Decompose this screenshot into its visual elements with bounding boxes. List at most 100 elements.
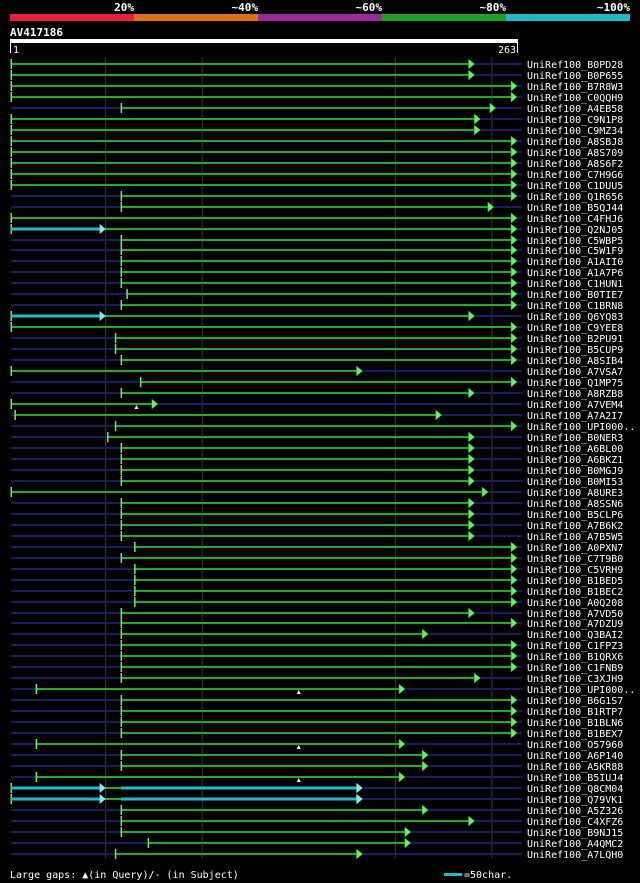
hit-start-mark	[120, 103, 123, 113]
hit-end-arrow	[510, 223, 518, 235]
hit-label[interactable]: UniRef100_A1AII0	[527, 257, 623, 268]
hit-label[interactable]: UniRef100_A0PXN7	[527, 543, 623, 554]
hit-label[interactable]: UniRef100_B9NJ15	[527, 828, 623, 839]
hit-row: UniRef100_C5WBP5	[11, 234, 623, 247]
hit-start-mark	[114, 421, 117, 431]
hit-label[interactable]: UniRef100_C1FNB9	[527, 663, 623, 674]
hit-label[interactable]: UniRef100_A6P140	[527, 751, 623, 762]
hit-label[interactable]: UniRef100_B7R8W3	[527, 82, 623, 93]
hit-label[interactable]: UniRef100_C7T9B0	[527, 554, 623, 565]
hit-start-mark	[120, 695, 123, 705]
hit-label[interactable]: UniRef100_B1BED5	[527, 576, 623, 587]
hit-end-arrow	[510, 91, 518, 103]
hit-label[interactable]: UniRef100_B6G1S7	[527, 696, 623, 707]
hit-label[interactable]: UniRef100_Q2NJ05	[527, 225, 623, 236]
hit-row: UniRef100_A5Z326	[11, 804, 623, 817]
hit-row: UniRef100_A7VD50	[11, 607, 623, 620]
hit-row: UniRef100_A6BKZ1	[11, 453, 623, 466]
hit-row: UniRef100_B0PD28	[10, 58, 623, 71]
hit-end-arrow	[468, 431, 475, 443]
hit-label[interactable]: UniRef100_C9MZ34	[527, 126, 623, 137]
hit-label[interactable]: UniRef100_Q1MP75	[527, 378, 623, 389]
hit-label[interactable]: UniRef100_A6BL00	[527, 444, 623, 455]
hit-label[interactable]: UniRef100_C9N1P8	[527, 115, 623, 126]
hit-label[interactable]: UniRef100_C1FPZ3	[527, 641, 623, 652]
hit-label[interactable]: UniRef100_C1BRN8	[527, 301, 623, 312]
hit-label[interactable]: UniRef100_Q1R656	[527, 192, 623, 203]
large-gaps-legend: Large gaps: ▲(in Query)/- (in Subject)	[10, 870, 239, 881]
hit-label[interactable]: UniRef100_A6BKZ1	[527, 455, 623, 466]
query-segment-arrow	[99, 224, 106, 234]
hit-label[interactable]: UniRef100_C9YEE8	[527, 323, 623, 334]
hit-label[interactable]: UniRef100_B0P655	[527, 71, 623, 82]
hit-label[interactable]: UniRef100_B5CUP9	[527, 345, 623, 356]
hit-start-mark	[114, 344, 117, 354]
hit-end-arrow	[510, 179, 518, 191]
hit-start-mark	[120, 388, 123, 398]
hit-start-mark	[10, 366, 12, 376]
hit-label[interactable]: UniRef100_A5KR88	[527, 762, 623, 773]
hit-label[interactable]: UniRef100_A7VSA7	[527, 367, 623, 378]
hit-label[interactable]: UniRef100_A8SIB4	[527, 356, 623, 367]
hit-label[interactable]: UniRef100_A4QMC2	[527, 839, 623, 850]
hit-label[interactable]: UniRef100_Q3BAI2	[527, 630, 623, 641]
hit-label[interactable]: UniRef100_UPI000..	[527, 422, 635, 433]
hit-label[interactable]: UniRef100_B5QJ44	[527, 203, 623, 214]
hit-label[interactable]: UniRef100_A8S709	[527, 148, 623, 159]
hit-label[interactable]: UniRef100_A0Q208	[527, 598, 623, 609]
hit-end-arrow	[421, 749, 429, 761]
hit-label[interactable]: UniRef100_B2PU91	[527, 334, 623, 345]
hit-label[interactable]: UniRef100_UPI000..	[527, 685, 635, 696]
hit-label[interactable]: UniRef100_Q6YQ83	[527, 312, 623, 323]
hit-label[interactable]: UniRef100_B1QRX6	[527, 652, 623, 663]
hit-label[interactable]: UniRef100_B0TIE7	[527, 290, 623, 301]
hit-label[interactable]: UniRef100_C0QQH9	[527, 93, 623, 104]
hit-label[interactable]: UniRef100_A8URE3	[527, 488, 623, 499]
hit-label[interactable]: UniRef100_C4FHJ6	[527, 214, 623, 225]
hit-end-arrow	[510, 585, 518, 597]
hit-label[interactable]: UniRef100_A7A2I7	[527, 411, 623, 422]
query-name: AV417186	[10, 26, 63, 39]
hit-label[interactable]: UniRef100_B1RTP7	[527, 707, 623, 718]
hit-label[interactable]: UniRef100_B0MI53	[527, 477, 623, 488]
hit-end-arrow	[510, 157, 518, 169]
hit-row: UniRef100_A8S709	[10, 146, 623, 159]
hit-end-arrow	[474, 124, 481, 136]
hit-label[interactable]: UniRef100_B5IUJ4	[527, 773, 623, 784]
hit-label[interactable]: UniRef100_A4EB58	[527, 104, 623, 115]
hit-label[interactable]: UniRef100_A5Z326	[527, 806, 623, 817]
hit-label[interactable]: UniRef100_C5VRH9	[527, 565, 623, 576]
hit-label[interactable]: UniRef100_A7VD50	[527, 609, 623, 620]
hit-label[interactable]: UniRef100_C7H9G6	[527, 170, 623, 181]
hit-row: UniRef100_A8URE3	[10, 486, 623, 499]
hit-end-arrow	[510, 552, 518, 564]
hit-label[interactable]: UniRef100_O57960	[527, 740, 623, 751]
hit-label[interactable]: UniRef100_Q79VK1	[527, 795, 623, 806]
hit-label[interactable]: UniRef100_A1A7P6	[527, 268, 623, 279]
hit-label[interactable]: UniRef100_A7B6K2	[527, 521, 623, 532]
hit-label[interactable]: UniRef100_B1BLN6	[527, 718, 623, 729]
hit-label[interactable]: UniRef100_A7LQH0	[527, 850, 623, 861]
hit-label[interactable]: UniRef100_B1BEX7	[527, 729, 623, 740]
hit-label[interactable]: UniRef100_A7VEM4	[527, 400, 623, 411]
hit-label[interactable]: UniRef100_B0NER3	[527, 433, 623, 444]
hit-label[interactable]: UniRef100_B0PD28	[527, 60, 623, 71]
hit-label[interactable]: UniRef100_C1HUN1	[527, 279, 623, 290]
hit-label[interactable]: UniRef100_B5CLP6	[527, 510, 623, 521]
hit-label[interactable]: UniRef100_A7B5W5	[527, 532, 623, 543]
hit-label[interactable]: UniRef100_C4XFZ6	[527, 817, 623, 828]
hit-label[interactable]: UniRef100_A8S6F2	[527, 159, 623, 170]
hit-label[interactable]: UniRef100_C1DUU5	[527, 181, 623, 192]
query-end-tick	[517, 43, 518, 53]
hit-label[interactable]: UniRef100_Q8CM04	[527, 784, 623, 795]
hit-label[interactable]: UniRef100_A7DZU9	[527, 619, 623, 630]
hit-label[interactable]: UniRef100_B1BEC2	[527, 587, 623, 598]
hit-label[interactable]: UniRef100_C5W1F9	[527, 246, 623, 257]
hit-label[interactable]: UniRef100_A8SBJ8	[527, 137, 623, 148]
hit-label[interactable]: UniRef100_B0MGJ9	[527, 466, 623, 477]
hit-label[interactable]: UniRef100_A8SSN6	[527, 499, 623, 510]
hit-row: UniRef100_Q2NJ05	[10, 223, 623, 236]
hit-label[interactable]: UniRef100_A8RZB8	[527, 389, 623, 400]
hit-label[interactable]: UniRef100_C5WBP5	[527, 236, 623, 247]
hit-label[interactable]: UniRef100_C3XJH9	[527, 674, 623, 685]
